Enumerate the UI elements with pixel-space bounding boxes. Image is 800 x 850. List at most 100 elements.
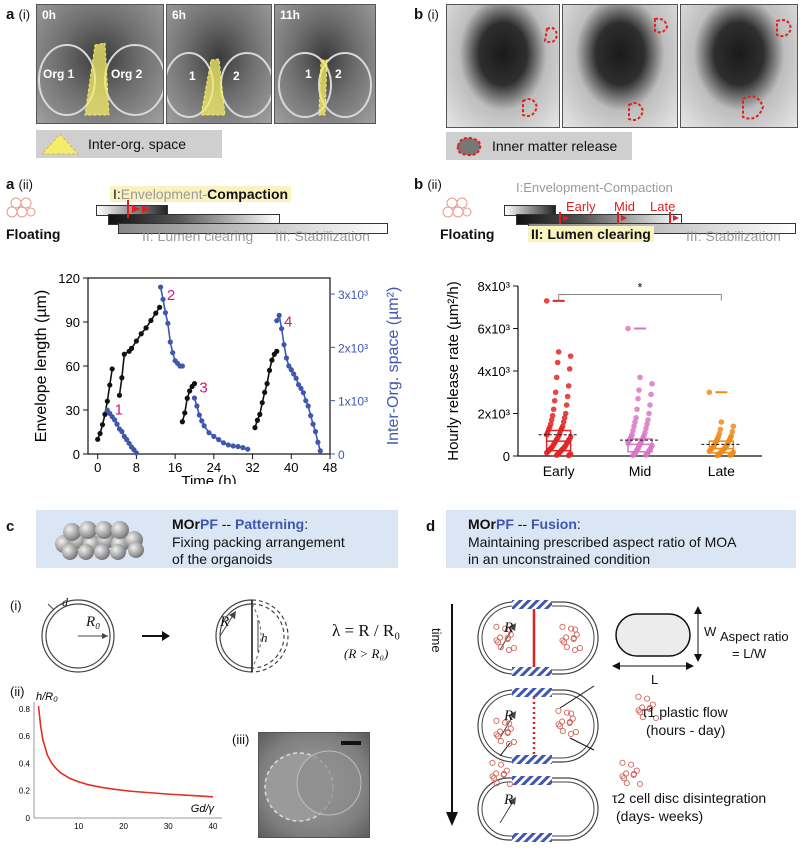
cell-icon: [569, 715, 576, 722]
data-point: [104, 398, 110, 404]
data-point: [625, 325, 631, 332]
data-point: [138, 331, 144, 337]
episode-label: 3: [199, 379, 207, 396]
series-line: [254, 350, 278, 428]
y-tick-label: 8x10³: [477, 279, 510, 294]
cell-icon: [559, 623, 566, 630]
data-point: [264, 381, 270, 387]
legend-inner-matter: Inner matter release: [446, 132, 632, 160]
data-point: [148, 317, 154, 324]
cell-icon: [635, 693, 642, 700]
data-point: [201, 423, 207, 429]
patterning-banner: MOrPF -- Patterning: Fixing packing arra…: [36, 510, 398, 568]
cell-icon: [493, 717, 500, 724]
data-point: [706, 389, 713, 396]
cell-icon: [489, 773, 496, 780]
data-point: [257, 411, 263, 417]
y-tick-label: 4x10³: [477, 364, 510, 379]
data-point: [312, 429, 319, 435]
data-point: [644, 421, 650, 427]
data-point: [266, 367, 273, 373]
data-point: [196, 412, 202, 418]
data-point: [550, 406, 557, 413]
data-point: [187, 388, 193, 394]
data-point: [191, 395, 198, 401]
r-label-stage1: R: [504, 620, 514, 636]
cell-icon: [493, 623, 500, 630]
lambda-condition: (R > R₀): [344, 646, 389, 661]
data-point: [565, 452, 572, 459]
data-point: [252, 425, 258, 431]
data-point: [182, 410, 188, 416]
y-axis-label: h/R₀: [36, 691, 58, 703]
data-point: [274, 318, 280, 324]
y2-axis-label: Inter-Org. space (µm²): [385, 287, 402, 446]
cell-icon: [506, 626, 513, 633]
data-point: [560, 419, 567, 425]
data-point: [729, 428, 736, 435]
data-point: [167, 339, 173, 345]
cell-icon: [623, 780, 630, 787]
micrograph-0h: 0h Org 1 Org 2: [36, 4, 164, 124]
data-point: [279, 326, 285, 332]
y-tick-label: 0: [503, 449, 510, 464]
cell-icon: [510, 738, 518, 746]
data-point: [235, 443, 241, 450]
data-point: [636, 387, 642, 393]
y-tick-label: 120: [58, 271, 80, 286]
organoid-cluster-icon: [55, 521, 144, 560]
stage-markers-icon: [559, 212, 679, 224]
micrograph-release-2: [562, 4, 678, 128]
data-point: [194, 403, 200, 409]
x-tick-label: 48: [323, 460, 337, 475]
fusion-stages-diagram: [477, 600, 702, 842]
cell-icon: [572, 626, 579, 633]
data-point: [97, 430, 103, 437]
cell-icon: [493, 731, 500, 738]
cell-icon: [623, 770, 630, 777]
data-point: [645, 417, 651, 423]
data-point: [310, 421, 316, 427]
cell-icon: [567, 730, 574, 738]
micrograph-6h: 6h 1 2: [166, 4, 272, 124]
cell-icon: [498, 761, 505, 768]
data-point: [95, 436, 101, 442]
data-point: [551, 397, 558, 404]
cell-icon: [572, 728, 580, 736]
data-point: [225, 442, 231, 448]
data-point: [269, 357, 275, 363]
data-point: [303, 398, 309, 404]
panel-label-c: c: [6, 518, 15, 535]
cell-icon: [500, 771, 507, 779]
data-point: [211, 433, 217, 439]
data-point: [634, 406, 640, 413]
fusion-desc-2: in an unconstrained condition: [468, 551, 651, 567]
cell-icon: [559, 637, 566, 644]
frame-time: 6h: [172, 8, 187, 22]
episode-label: 2: [167, 287, 175, 304]
series-line: [118, 306, 161, 396]
cell-icon: [504, 635, 511, 643]
data-point: [552, 389, 559, 396]
y-tick-label: 0.4: [19, 759, 31, 768]
data-point: [649, 380, 655, 387]
y2-tick-label: 1x10³: [338, 395, 368, 409]
data-point: [548, 417, 555, 423]
data-point: [179, 419, 185, 425]
cell-icon: [619, 773, 626, 780]
cell-icon: [568, 625, 575, 632]
data-point: [643, 452, 649, 458]
r0-label: R₀: [86, 614, 101, 630]
floating-label: Floating: [440, 226, 495, 242]
current-stage-marker-icon: [127, 200, 150, 218]
fusion-title: MOrPF -- Fusion:: [468, 516, 581, 532]
time-label: time: [429, 628, 444, 653]
fused-organoid-micrograph: [258, 732, 370, 838]
cell-icon: [639, 704, 646, 711]
x-tick-label: 16: [168, 460, 182, 475]
cell-icon: [502, 719, 509, 726]
y-tick-label: 60: [66, 359, 80, 374]
cell-icon: [630, 771, 637, 779]
data-point: [549, 412, 556, 419]
stage-1-label: I:Envelopment-Compaction: [516, 180, 673, 195]
